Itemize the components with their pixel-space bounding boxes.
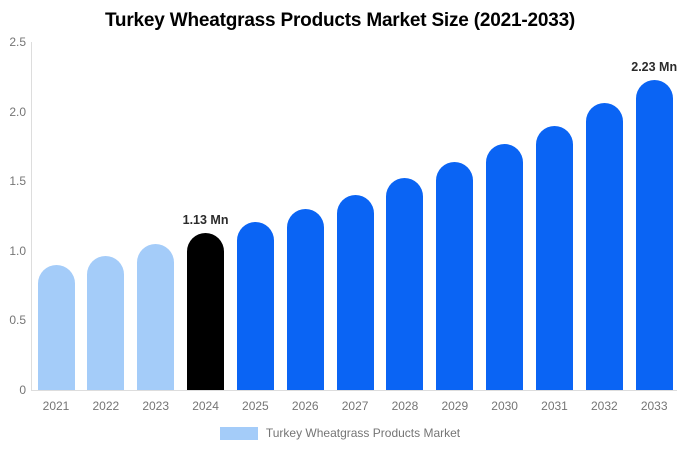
- x-label-2032: 2032: [590, 399, 618, 413]
- bar-2023: [137, 243, 175, 390]
- bar-2032: [585, 103, 623, 390]
- legend: Turkey Wheatgrass Products Market: [0, 426, 680, 440]
- bar-2030: [486, 143, 524, 390]
- y-tick-0: 0: [19, 383, 26, 397]
- y-axis-line: [31, 42, 32, 390]
- y-tick-1.5: 1.5: [9, 174, 26, 189]
- legend-label: Turkey Wheatgrass Products Market: [265, 426, 461, 440]
- bar-2028: [386, 178, 424, 390]
- x-axis-line: [31, 390, 677, 391]
- x-label-2026: 2026: [291, 399, 319, 413]
- x-label-2030: 2030: [491, 399, 518, 413]
- y-tick-1.0: 1.0: [9, 243, 26, 258]
- x-label-2024: 2024: [192, 399, 219, 413]
- y-tick-2.5: 2.5: [9, 35, 26, 49]
- x-label-2027: 2027: [341, 399, 369, 413]
- bar-2029: [436, 161, 474, 390]
- bar-2021: [37, 264, 75, 390]
- chart-title: Turkey Wheatgrass Products Market Size (…: [104, 10, 576, 31]
- bar-2033: [635, 79, 673, 390]
- x-label-2021: 2021: [42, 399, 70, 413]
- bar-2027: [336, 195, 374, 390]
- legend-swatch: [219, 426, 258, 440]
- x-label-2023: 2023: [142, 399, 170, 413]
- bar-2031: [536, 125, 573, 390]
- y-tick-2.0: 2.0: [9, 104, 26, 119]
- x-label-2029: 2029: [441, 399, 469, 413]
- x-label-2031: 2031: [541, 399, 568, 413]
- bar-2026: [286, 209, 324, 390]
- x-label-2028: 2028: [391, 399, 419, 413]
- x-label-2033: 2033: [640, 399, 668, 413]
- data-label-2033: 2.23 Mn: [631, 59, 678, 74]
- bar-2024: [187, 232, 225, 390]
- x-label-2022: 2022: [92, 399, 120, 413]
- x-label-2025: 2025: [242, 399, 269, 413]
- bar-2025: [236, 221, 274, 390]
- y-tick-0.5: 0.5: [9, 313, 26, 328]
- data-label-2024: 1.13 Mn: [182, 212, 229, 227]
- bar-2022: [87, 256, 125, 390]
